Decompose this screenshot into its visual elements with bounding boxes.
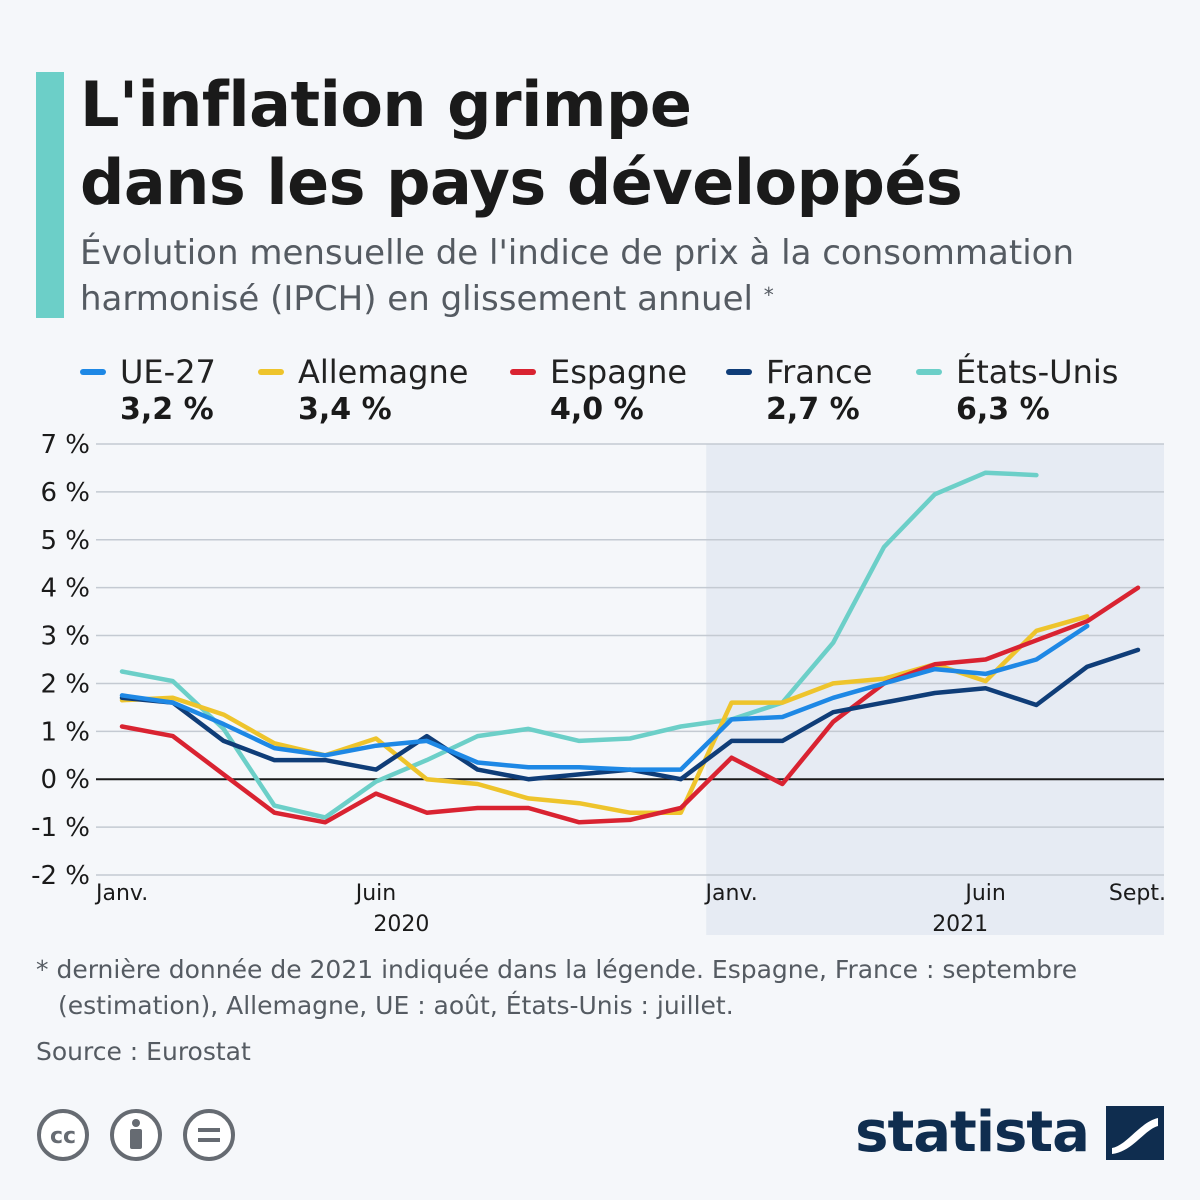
highlight-band-2021 bbox=[706, 444, 1164, 935]
series-lines bbox=[119, 470, 1141, 825]
legend: UE-27 3,2 % Allemagne 3,4 % Espagne 4,0 … bbox=[0, 352, 1200, 432]
series-line--tats-unis bbox=[119, 470, 1039, 820]
title-accent-bar bbox=[36, 72, 64, 318]
source-note: Source : Eurostat bbox=[36, 1037, 251, 1066]
year-labels: 2020 2021 bbox=[373, 912, 988, 937]
y-tick-label: 0 % bbox=[40, 765, 90, 795]
legend-latest-value: 6,3 % bbox=[956, 392, 1050, 427]
subtitle-footnote-mark: * bbox=[763, 283, 774, 307]
y-axis-labels: 7 % 6 % 5 % 4 % 3 % 2 % 1 % 0 % -1 % -2 % bbox=[31, 430, 90, 891]
no-derivatives-icon[interactable] bbox=[183, 1109, 235, 1161]
legend-label: États-Unis bbox=[956, 353, 1119, 391]
statista-logo[interactable]: statista bbox=[855, 1100, 1164, 1166]
y-tick-label: 3 % bbox=[40, 622, 90, 652]
chart-subtitle: Évolution mensuelle de l'indice de prix … bbox=[80, 230, 1180, 322]
legend-latest-value: 3,4 % bbox=[298, 392, 392, 427]
x-tick-label: Sept. bbox=[1109, 881, 1166, 906]
year-label: 2020 bbox=[373, 912, 429, 937]
y-tick-label: -2 % bbox=[31, 861, 90, 891]
grid-lines bbox=[96, 443, 1164, 876]
title-line-2: dans les pays développés bbox=[80, 146, 963, 219]
inflation-line-chart: 7 % 6 % 5 % 4 % 3 % 2 % 1 % 0 % -1 % -2 % Janv. Ju… bbox=[31, 430, 1166, 937]
attribution-icon[interactable] bbox=[110, 1109, 162, 1161]
subtitle-text: Évolution mensuelle de l'indice de prix … bbox=[80, 233, 1075, 319]
y-tick-label: -1 % bbox=[31, 813, 90, 843]
x-axis-labels: Janv. Juin Janv. Juin Sept. bbox=[94, 881, 1166, 906]
legend-latest-value: 2,7 % bbox=[766, 392, 860, 427]
x-tick-label: Juin bbox=[963, 881, 1006, 906]
y-tick-label: 5 % bbox=[40, 526, 90, 556]
legend-latest-value: 4,0 % bbox=[550, 392, 644, 427]
series-line-espagne bbox=[119, 585, 1141, 825]
x-tick-label: Janv. bbox=[94, 881, 148, 906]
x-tick-label: Juin bbox=[354, 881, 397, 906]
year-label: 2021 bbox=[932, 912, 988, 937]
legend-swatch bbox=[258, 369, 284, 375]
y-tick-label: 1 % bbox=[40, 717, 90, 747]
title-line-1: L'inflation grimpe bbox=[80, 68, 692, 141]
creative-commons-icon[interactable]: cc bbox=[37, 1109, 89, 1161]
legend-swatch bbox=[510, 369, 536, 375]
series-line-ue-27 bbox=[119, 623, 1090, 772]
license-icons: cc bbox=[36, 1108, 246, 1166]
footnote: * dernière donnée de 2021 indiquée dans … bbox=[36, 955, 1078, 1020]
legend-swatch bbox=[80, 369, 106, 375]
y-tick-label: 4 % bbox=[40, 574, 90, 604]
y-tick-label: 6 % bbox=[40, 478, 90, 508]
legend-label: Allemagne bbox=[298, 353, 469, 391]
legend-swatch bbox=[916, 369, 942, 375]
legend-label: Espagne bbox=[550, 353, 688, 391]
logo-text: statista bbox=[855, 1100, 1090, 1165]
y-tick-label: 2 % bbox=[40, 669, 90, 699]
legend-label: UE-27 bbox=[120, 353, 216, 391]
svg-text:cc: cc bbox=[50, 1124, 76, 1149]
y-tick-label: 7 % bbox=[40, 430, 90, 460]
legend-label: France bbox=[766, 353, 873, 391]
chart-title: L'inflation grimpe dans les pays dévelop… bbox=[80, 66, 1180, 222]
legend-swatch bbox=[726, 369, 752, 375]
statista-mark-icon bbox=[1106, 1106, 1164, 1160]
x-tick-label: Janv. bbox=[703, 881, 757, 906]
legend-latest-value: 3,2 % bbox=[120, 392, 214, 427]
